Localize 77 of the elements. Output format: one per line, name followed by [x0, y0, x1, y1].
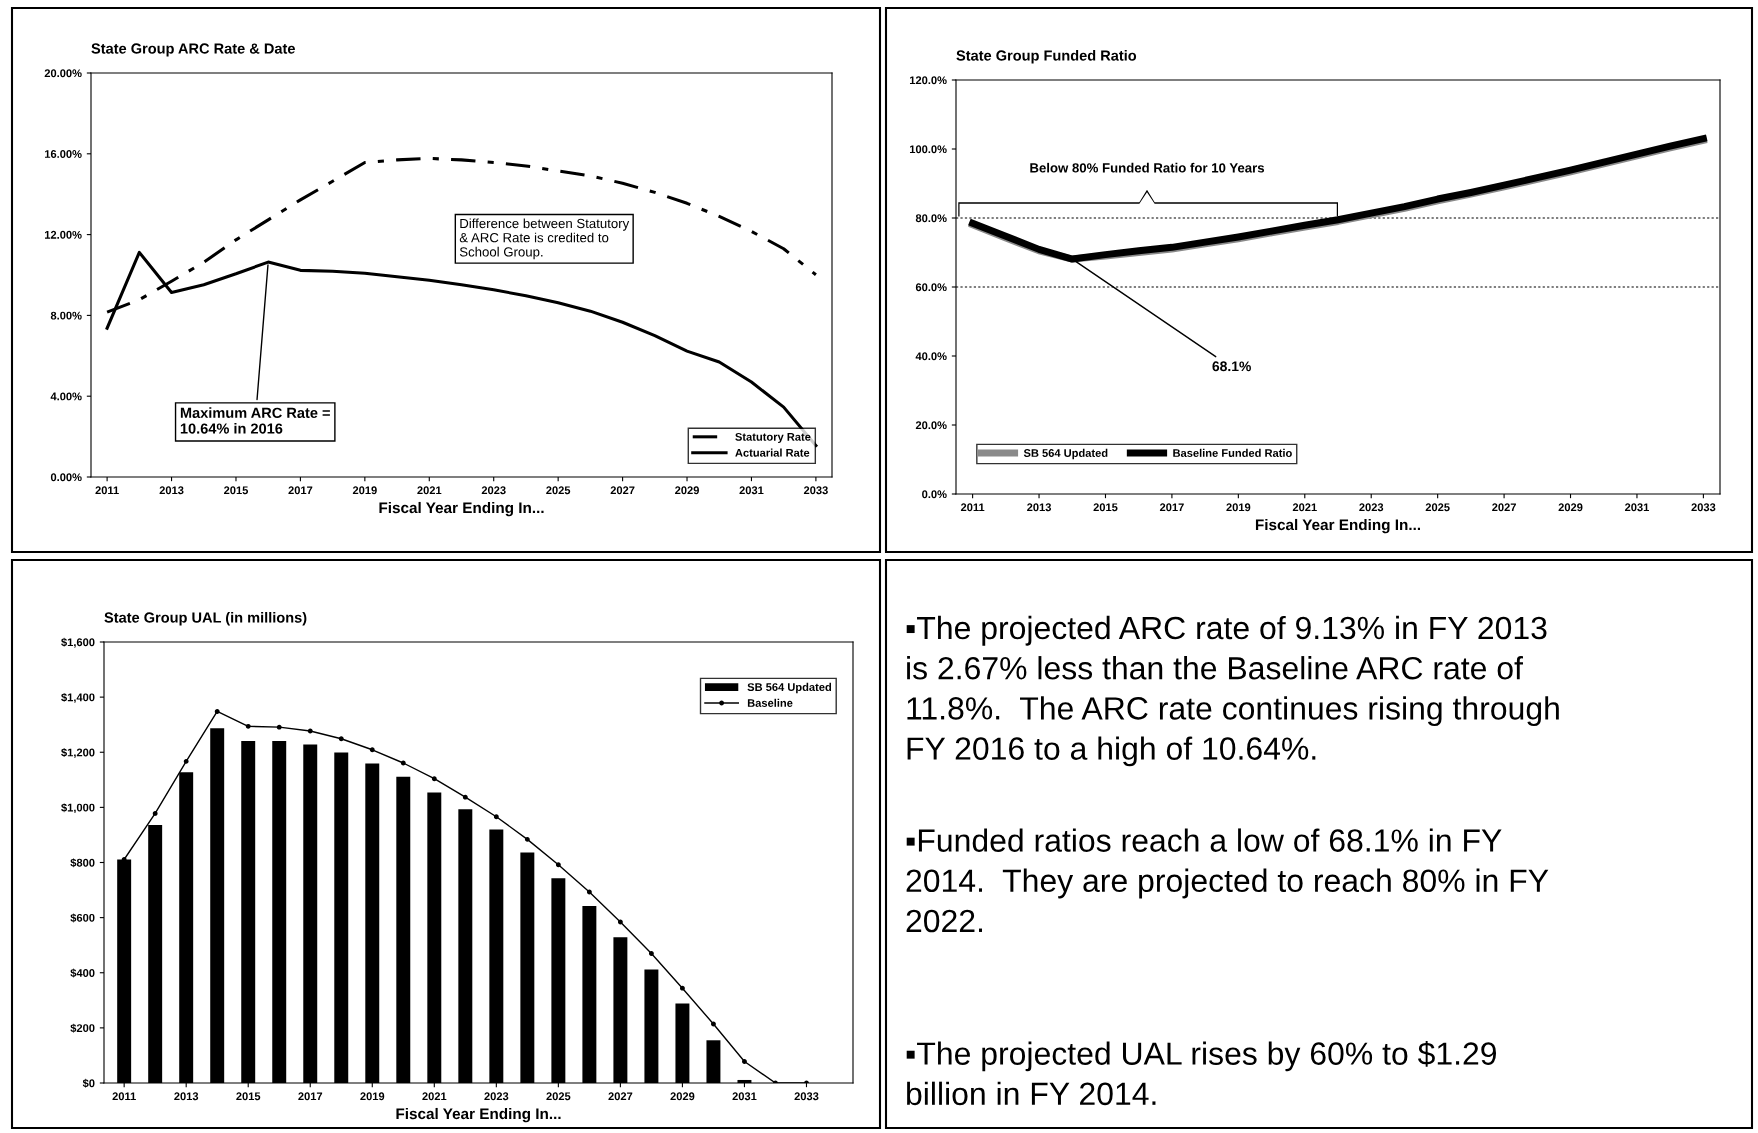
x-tick-label: 2017 — [298, 1092, 323, 1101]
x-tick-label: 2023 — [484, 1092, 509, 1101]
x-tick-label: 2011 — [960, 503, 985, 512]
y-tick-label: 60.0% — [915, 283, 947, 292]
x-tick-label: 2027 — [608, 1092, 633, 1101]
x-axis-title: Fiscal Year Ending In... — [1255, 518, 1421, 534]
x-tick-label: 2013 — [1027, 503, 1051, 512]
x-tick-label: 2015 — [224, 486, 249, 495]
x-tick-label: 2011 — [95, 486, 119, 495]
legend-label: SB 564 Updated — [1023, 448, 1108, 460]
text: ▪Funded ratios reach a low of 68.1% in FY 2014. They are projected to reach 80% in FY 2022. — [906, 828, 1549, 933]
y-tick-label: $800 — [70, 858, 95, 868]
x-tick-label: 2029 — [670, 1092, 695, 1101]
x-tick-label: 2017 — [1159, 503, 1184, 512]
x-axis-title: Fiscal Year Ending In... — [379, 501, 544, 517]
y-tick-label: $0 — [82, 1078, 95, 1088]
x-tick-label: 2013 — [159, 486, 184, 495]
y-tick-label: 8.00% — [50, 311, 82, 320]
x-tick-label: 2033 — [1691, 503, 1716, 512]
y-tick-label: $1,600 — [61, 637, 95, 648]
x-tick-label: 2019 — [352, 486, 377, 495]
y-tick-label: 4.00% — [50, 392, 82, 401]
x-tick-label: 2029 — [1558, 503, 1583, 512]
chart-title: State Group ARC Rate & Date — [91, 43, 295, 57]
legend-label: SB 564 Updated — [747, 682, 832, 694]
y-tick-label: 80.0% — [915, 214, 947, 223]
text: ▪The projected ARC rate of 9.13% in FY 2013 is 2.67% less than the Baseline ARC rate of 11.8%. The ARC rate continues rising through FY 2016 to a high of 10.64%. — [906, 615, 1559, 767]
x-tick-label: 2031 — [739, 486, 764, 495]
y-tick-label: 0.0% — [922, 490, 947, 499]
text: ▪The projected UAL rises by 60% to $1.29 billion in FY 2014. — [906, 1040, 1497, 1106]
y-tick-label: 16.00% — [44, 150, 82, 158]
x-tick-label: 2027 — [1492, 503, 1516, 512]
annotation: Maximum ARC Rate = 10.64% in 2016 — [180, 407, 330, 434]
legend-label: Baseline — [747, 698, 793, 707]
chart-title: State Group Funded Ratio — [956, 49, 1137, 64]
x-tick-label: 2033 — [794, 1092, 819, 1101]
y-tick-label: $1,000 — [61, 803, 95, 814]
chart-title: State Group UAL (in millions) — [104, 611, 307, 626]
y-tick-label: $400 — [70, 968, 95, 978]
x-tick-label: 2033 — [803, 486, 828, 495]
x-tick-label: 2029 — [675, 486, 699, 495]
legend-label: Actuarial Rate — [735, 448, 810, 457]
y-tick-label: 0.00% — [50, 473, 82, 482]
y-tick-label: 120.0% — [909, 76, 947, 85]
x-tick-label: 2027 — [610, 486, 635, 495]
x-tick-label: 2015 — [236, 1092, 261, 1101]
x-tick-label: 2021 — [422, 1092, 447, 1101]
annotation: 68.1% — [1212, 361, 1251, 372]
x-tick-label: 2025 — [546, 1092, 571, 1101]
legend-label: Baseline Funded Ratio — [1173, 448, 1292, 457]
x-tick-label: 2023 — [481, 486, 506, 495]
x-tick-label: 2021 — [1292, 503, 1317, 512]
x-axis-title: Fiscal Year Ending In... — [396, 1107, 561, 1123]
y-tick-label: 20.00% — [44, 69, 82, 78]
y-tick-label: $600 — [70, 913, 95, 923]
x-tick-label: 2015 — [1093, 503, 1118, 512]
y-tick-label: $1,400 — [61, 692, 95, 703]
x-tick-label: 2031 — [1624, 503, 1650, 512]
x-tick-label: 2019 — [360, 1092, 385, 1101]
y-tick-label: 100.0% — [909, 145, 947, 154]
annotation: Difference between Statutory & ARC Rate is credited to School Group. — [459, 218, 630, 260]
x-tick-label: 2019 — [1226, 503, 1251, 512]
y-tick-label: 20.0% — [915, 421, 947, 430]
x-tick-label: 2025 — [1425, 503, 1450, 512]
y-tick-label: 40.0% — [915, 352, 947, 361]
x-tick-label: 2013 — [174, 1092, 199, 1101]
legend-label: Statutory Rate — [735, 432, 811, 444]
x-tick-label: 2017 — [288, 486, 313, 495]
x-tick-label: 2021 — [417, 486, 442, 495]
x-tick-label: 2011 — [112, 1092, 136, 1101]
y-tick-label: $1,200 — [61, 748, 95, 758]
y-tick-label: 12.00% — [44, 230, 82, 239]
x-tick-label: 2031 — [732, 1092, 757, 1101]
x-tick-label: 2023 — [1359, 503, 1384, 512]
y-tick-label: $200 — [70, 1023, 95, 1033]
x-tick-label: 2025 — [546, 486, 571, 495]
annotation: Below 80% Funded Ratio for 10 Years — [1030, 162, 1265, 173]
